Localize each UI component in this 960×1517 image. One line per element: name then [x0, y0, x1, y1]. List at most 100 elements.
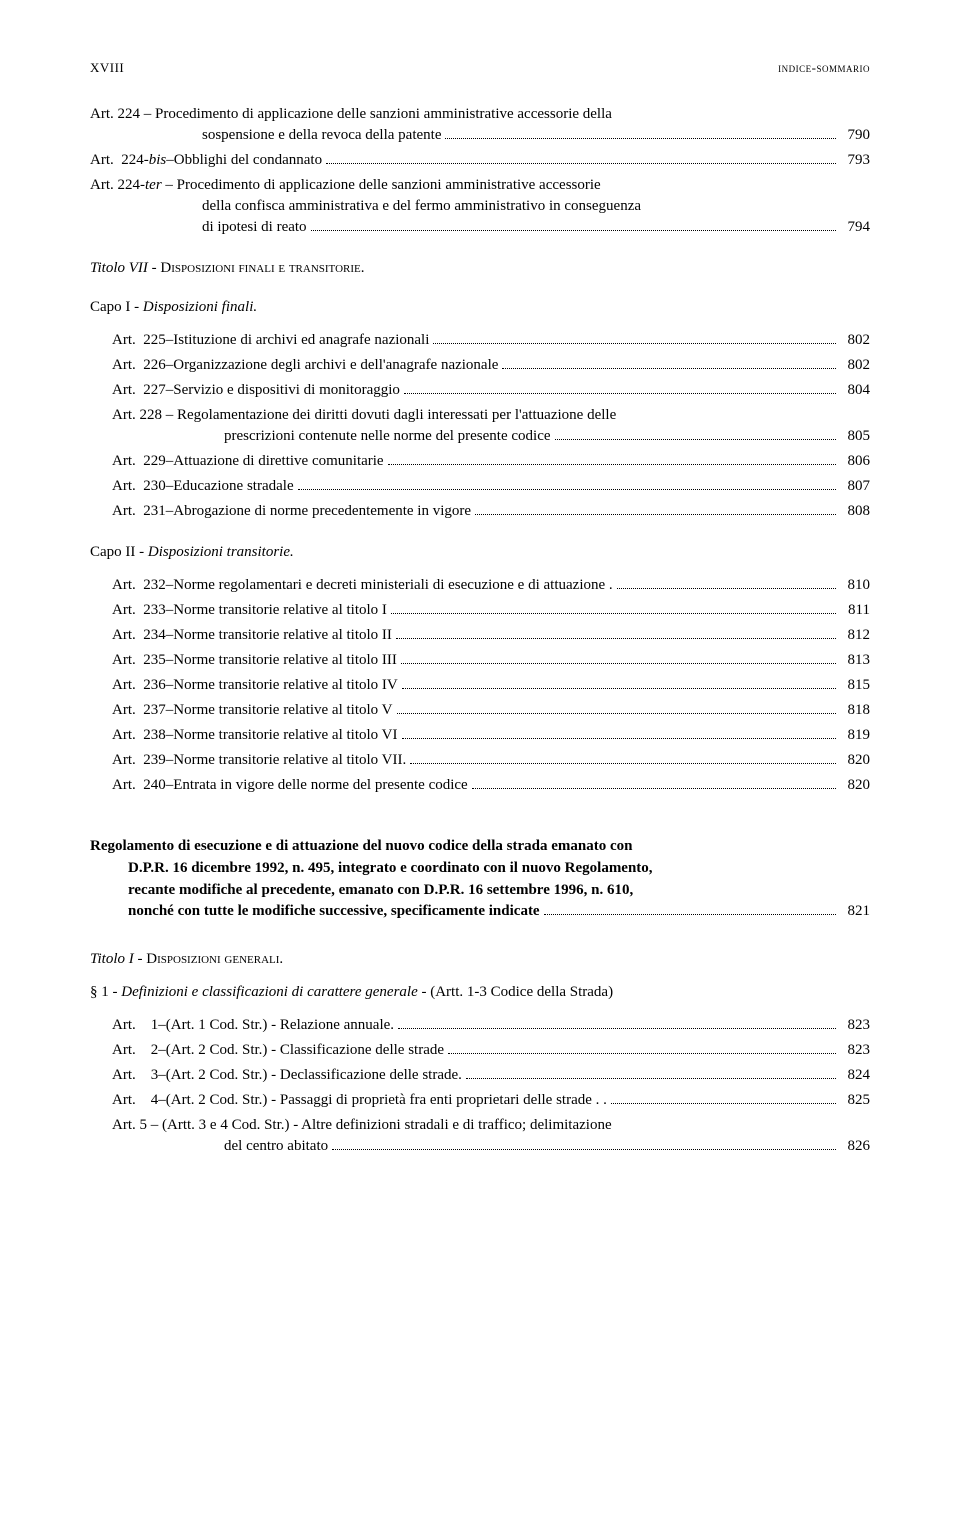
page-header: XVIII indice-sommario [90, 60, 870, 76]
toc-block-4: Art. 1 – (Art. 1 Cod. Str.) - Relazione … [90, 1015, 870, 1157]
paragraph-1: § 1 - Definizioni e classificazioni di c… [90, 984, 870, 1001]
leader-dots [611, 1103, 836, 1104]
toc-entry: Art. 4 – (Art. 2 Cod. Str.) - Passaggi d… [112, 1090, 870, 1111]
toc-entry-text: Norme regolamentari e decreti ministeria… [173, 575, 612, 596]
toc-entry-label: Art. 240 [112, 775, 166, 796]
toc-entry-label: Art. 228 [112, 407, 162, 423]
toc-entry-page: 802 [840, 355, 870, 376]
toc-entry-page: 805 [840, 426, 870, 447]
toc-entry: Art. 5 – (Artt. 3 e 4 Cod. Str.) - Altre… [112, 1115, 870, 1157]
titolo-i-text: Disposizioni generali. [146, 951, 283, 967]
toc-entry-text: di ipotesi di reato [202, 217, 307, 238]
toc-entry-label: Art. 229 [112, 451, 166, 472]
toc-entry-text: Norme transitorie relative al titolo VI [173, 725, 397, 746]
toc-entry-text: prescrizioni contenute nelle norme del p… [224, 426, 551, 447]
toc-entry-text: Organizzazione degli archivi e dell'anag… [173, 355, 498, 376]
toc-entry-label: Art. 237 [112, 700, 166, 721]
toc-entry: Art. 239 – Norme transitorie relative al… [112, 750, 870, 771]
toc-entry-label: Art. 235 [112, 650, 166, 671]
para-1-text: Definizioni e classificazioni di caratte… [121, 984, 417, 1000]
leader-dots [445, 138, 836, 139]
toc-block-3: Art. 232 – Norme regolamentari e decreti… [90, 575, 870, 796]
toc-entry-text: Norme transitorie relative al titolo I [173, 600, 387, 621]
toc-entry: Art. 226 – Organizzazione degli archivi … [112, 355, 870, 376]
toc-entry-page: 826 [840, 1136, 870, 1157]
toc-entry-text: sospensione e della revoca della patente [202, 125, 441, 146]
toc-entry-text: Norme transitorie relative al titolo VII… [173, 750, 406, 771]
regolamento-line: Regolamento di esecuzione e di attuazion… [90, 836, 870, 858]
toc-entry-page: 808 [840, 501, 870, 522]
toc-entry-label: Art. 225 [112, 330, 166, 351]
leader-dots [388, 464, 836, 465]
toc-entry-label: Art. 5 [112, 1117, 147, 1133]
toc-entry-page: 793 [840, 150, 870, 171]
titolo-i-prefix: Titolo I [90, 951, 134, 967]
toc-entry-text: del centro abitato [224, 1136, 328, 1157]
page-roman: XVIII [90, 60, 124, 76]
titolo-i: Titolo I - Disposizioni generali. [90, 951, 870, 968]
toc-entry: Art. 3 – (Art. 2 Cod. Str.) - Declassifi… [112, 1065, 870, 1086]
toc-entry: Art. 1 – (Art. 1 Cod. Str.) - Relazione … [112, 1015, 870, 1036]
toc-entry-text: Regolamentazione dei diritti dovuti dagl… [177, 407, 616, 423]
toc-entry-page: 810 [840, 575, 870, 596]
toc-entry: Art. 228 – Regolamentazione dei diritti … [112, 405, 870, 447]
leader-dots [410, 763, 836, 764]
toc-entry: Art. 231 – Abrogazione di norme preceden… [112, 501, 870, 522]
toc-entry-text: Educazione stradale [173, 476, 293, 497]
toc-entry-label: Art. 227 [112, 380, 166, 401]
toc-entry: Art. 233 – Norme transitorie relative al… [112, 600, 870, 621]
leader-dots [448, 1053, 836, 1054]
toc-entry: Art. 227 – Servizio e dispositivi di mon… [112, 380, 870, 401]
toc-entry-label: Art. 234 [112, 625, 166, 646]
toc-entry-label: Art. 238 [112, 725, 166, 746]
toc-entry-page: 804 [840, 380, 870, 401]
regolamento-line: nonché con tutte le modifiche successive… [128, 901, 540, 923]
toc-entry: Art. 238 – Norme transitorie relative al… [112, 725, 870, 746]
leader-dots [397, 713, 837, 714]
leader-dots [298, 489, 836, 490]
toc-entry: Art. 224-ter – Procedimento di applicazi… [90, 175, 870, 238]
toc-entry-page: 794 [840, 217, 870, 238]
toc-entry-text: (Art. 1 Cod. Str.) - Relazione annuale. [166, 1015, 394, 1036]
toc-block-1: Art. 224 – Procedimento di applicazione … [90, 104, 870, 238]
toc-entry-text: Norme transitorie relative al titolo II [173, 625, 392, 646]
page-header-title: indice-sommario [778, 60, 870, 76]
toc-entry-label: Art. 224- [90, 177, 145, 193]
leader-dots [404, 393, 836, 394]
toc-entry-label-suffix: ter [145, 177, 162, 193]
toc-entry-label: Art. 224 [90, 106, 140, 122]
toc-entry-text: (Art. 2 Cod. Str.) - Declassificazione d… [166, 1065, 462, 1086]
toc-entry: Art. 236 – Norme transitorie relative al… [112, 675, 870, 696]
toc-entry-text: della confisca amministrativa e del ferm… [90, 196, 870, 217]
toc-entry-text: Norme transitorie relative al titolo IV [173, 675, 398, 696]
toc-entry-label: Art. 2 [112, 1040, 158, 1061]
toc-entry-page: 813 [840, 650, 870, 671]
toc-entry-text: Procedimento di applicazione delle sanzi… [155, 106, 612, 122]
toc-entry: Art. 225 – Istituzione di archivi ed ana… [112, 330, 870, 351]
toc-entry-text: Obblighi del condannato [174, 150, 322, 171]
toc-entry-label: Art. 224- [90, 150, 149, 171]
leader-dots [326, 163, 836, 164]
toc-entry: Art. 232 – Norme regolamentari e decreti… [112, 575, 870, 596]
toc-entry-page: 818 [840, 700, 870, 721]
leader-dots [544, 914, 836, 915]
toc-entry-text: Istituzione di archivi ed anagrafe nazio… [173, 330, 429, 351]
toc-entry-label: Art. 231 [112, 501, 166, 522]
toc-entry: Art. 224-bis – Obblighi del condannato79… [90, 150, 870, 171]
toc-entry-page: 820 [840, 750, 870, 771]
toc-entry-page: 815 [840, 675, 870, 696]
toc-entry-label: Art. 230 [112, 476, 166, 497]
toc-entry-label: Art. 236 [112, 675, 166, 696]
leader-dots [311, 230, 836, 231]
toc-entry-page: 823 [840, 1040, 870, 1061]
toc-entry-page: 790 [840, 125, 870, 146]
toc-entry-text: (Art. 2 Cod. Str.) - Passaggi di proprie… [166, 1090, 607, 1111]
toc-entry-text: Entrata in vigore delle norme del presen… [173, 775, 467, 796]
capo-i: Capo I - Disposizioni finali. [90, 299, 870, 316]
toc-entry-page: 812 [840, 625, 870, 646]
leader-dots [332, 1149, 836, 1150]
toc-entry: Art. 229 – Attuazione di direttive comun… [112, 451, 870, 472]
regolamento-block: Regolamento di esecuzione e di attuazion… [90, 836, 870, 923]
titolo-vii: Titolo VII - Disposizioni finali e trans… [90, 260, 870, 277]
toc-entry-text: Attuazione di direttive comunitarie [173, 451, 383, 472]
